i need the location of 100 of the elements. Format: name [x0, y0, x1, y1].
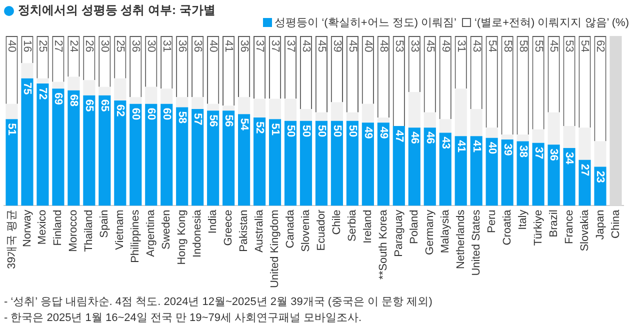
bar — [98, 86, 111, 96]
data-label: 50 — [330, 124, 343, 138]
bar — [594, 166, 606, 206]
data-label: 62 — [594, 40, 606, 52]
bar — [160, 88, 173, 104]
data-label: 65 — [98, 99, 111, 112]
data-label: 75 — [21, 82, 34, 95]
bar — [98, 95, 111, 206]
bar — [114, 78, 126, 100]
data-label: 46 — [408, 132, 420, 144]
data-label: 43 — [470, 40, 482, 52]
x-tick-label: Brazil — [548, 210, 560, 238]
data-label: 58 — [176, 111, 188, 124]
data-label: 43 — [439, 136, 452, 149]
data-label: 47 — [392, 130, 405, 142]
x-tick-label: Mexico — [36, 210, 49, 245]
data-label: 37 — [532, 146, 544, 160]
data-label: 36 — [192, 40, 204, 52]
data-label: 36 — [548, 148, 560, 161]
bar — [470, 108, 482, 136]
data-label: 37 — [254, 40, 266, 52]
bar — [408, 92, 420, 128]
bar — [516, 141, 529, 206]
data-label: 41 — [470, 140, 482, 152]
bar — [377, 122, 390, 206]
data-label: 45 — [548, 40, 560, 52]
bar — [362, 104, 374, 123]
series-label: ‘(별로+전혀) 이뤄지지 않음’ (%) — [473, 16, 629, 30]
bar — [470, 136, 482, 206]
bar — [578, 160, 591, 206]
bar — [424, 128, 436, 206]
bar — [454, 136, 467, 206]
data-label: 43 — [300, 40, 312, 52]
bar — [454, 88, 467, 136]
data-label: 40 — [362, 40, 374, 52]
data-label: 16 — [21, 40, 34, 52]
x-tick-label: Ireland — [362, 210, 374, 244]
data-label: 41 — [222, 40, 235, 52]
legend-label: 성평등이 ‘(확실히+어느 정도) 이뤄짐’ — [274, 16, 456, 30]
data-label: 40 — [207, 40, 220, 52]
x-tick-label: Finland — [52, 210, 64, 246]
x-tick-label: France — [563, 210, 576, 244]
bar — [516, 134, 529, 142]
bar — [315, 120, 328, 206]
data-label: 51 — [268, 123, 281, 136]
bar — [36, 78, 49, 84]
data-label: 37 — [284, 40, 296, 52]
bar — [238, 97, 250, 114]
data-label: 53 — [563, 40, 576, 52]
bar — [21, 78, 34, 206]
data-label: 26 — [83, 40, 96, 52]
data-label: 54 — [238, 118, 250, 132]
x-tick-label: Malaysia — [439, 208, 452, 254]
bar — [6, 104, 18, 120]
bar — [486, 138, 498, 206]
bar — [548, 144, 560, 206]
bar — [377, 117, 390, 123]
bar — [160, 104, 173, 206]
x-tick-label: Ecuador — [316, 209, 328, 251]
bar — [130, 97, 142, 104]
bar — [36, 84, 49, 206]
chart-title: 정치에서의 성평등 성취 여부: 국가별 — [18, 2, 216, 19]
data-label: 46 — [424, 132, 436, 144]
bar — [192, 97, 204, 109]
x-tick-label: Croatia — [501, 208, 514, 246]
bar — [222, 110, 235, 206]
x-tick-label: **South Korea — [377, 208, 390, 280]
x-tick-label: Türkiye — [532, 210, 544, 246]
x-tick-label: Spain — [98, 210, 111, 238]
x-tick-label: Hong Kong — [176, 210, 188, 265]
bar — [268, 98, 282, 120]
data-label: 50 — [346, 124, 358, 138]
data-label: 72 — [36, 88, 49, 100]
data-label: 34 — [563, 152, 576, 166]
data-label: 36 — [130, 40, 142, 52]
x-tick-label: Paraguay — [392, 209, 405, 257]
x-tick-label: Norway — [21, 209, 34, 248]
bar — [176, 97, 188, 108]
text: - ‘성취’ 응답 내림차순. 4점 척도. 2024년 12월~2025년 2월 39개국 (중국은 이 문항 제외) — [4, 295, 432, 310]
data-label: 40 — [6, 40, 18, 52]
bar — [207, 110, 220, 206]
bar — [392, 126, 405, 206]
x-tick-label: Sweden — [160, 210, 173, 250]
bar — [253, 117, 266, 206]
x-tick-label: Germany — [424, 209, 436, 255]
bar — [610, 36, 622, 206]
bar — [330, 120, 344, 206]
x-tick-label: Australia — [254, 208, 266, 253]
x-tick-label: Thailand — [83, 210, 96, 252]
data-label: 60 — [145, 108, 158, 120]
data-label: 36 — [238, 40, 250, 52]
data-label: 23 — [594, 170, 606, 183]
x-tick-label: United Kingdom — [269, 210, 282, 288]
x-tick-label: Indonesia — [192, 208, 204, 258]
data-label: 56 — [207, 114, 220, 127]
x-tick-label: Pakistan — [238, 210, 250, 252]
data-label: 68 — [68, 94, 80, 107]
bar — [21, 63, 34, 78]
x-tick-label: China — [610, 208, 622, 238]
data-label: 31 — [160, 40, 173, 52]
